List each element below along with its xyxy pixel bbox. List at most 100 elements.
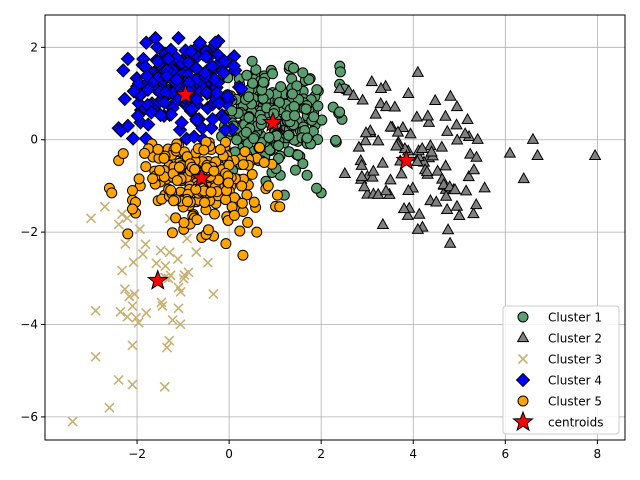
- data-point: [379, 184, 393, 196]
- legend-item: Cluster 3: [517, 353, 602, 367]
- data-point: [267, 68, 279, 80]
- data-point: [181, 233, 193, 244]
- plot-points: [67, 30, 602, 427]
- data-point: [376, 217, 390, 229]
- data-point: [262, 180, 274, 192]
- data-point: [240, 126, 252, 138]
- legend-item: Cluster 1: [517, 311, 602, 325]
- data-point: [117, 91, 132, 107]
- data-point: [237, 249, 249, 261]
- data-point: [127, 340, 138, 351]
- data-point: [301, 132, 313, 144]
- y-tick-label: −6: [20, 410, 38, 424]
- data-point: [208, 165, 220, 177]
- centroid-marker: [261, 111, 284, 132]
- data-point: [234, 225, 246, 237]
- data-point: [153, 107, 168, 123]
- data-point: [175, 319, 186, 330]
- data-point: [289, 110, 301, 122]
- data-point: [421, 109, 435, 121]
- data-point: [140, 82, 156, 97]
- data-point: [115, 306, 126, 317]
- data-point: [173, 282, 184, 293]
- legend-label: Cluster 1: [548, 311, 602, 325]
- data-point: [439, 189, 453, 201]
- data-point: [239, 146, 251, 158]
- data-point: [286, 88, 298, 100]
- data-point: [141, 117, 156, 132]
- data-point: [439, 159, 452, 171]
- y-tick-label: −4: [20, 318, 38, 332]
- data-point: [388, 100, 402, 112]
- data-point: [371, 134, 385, 146]
- legend-box: [502, 305, 620, 435]
- x-tick-label: −2: [128, 447, 146, 461]
- data-point: [334, 66, 346, 78]
- data-point: [127, 300, 138, 312]
- data-point: [150, 54, 165, 69]
- legend-label: Cluster 5: [548, 395, 602, 409]
- data-point: [258, 156, 270, 168]
- data-point: [199, 196, 211, 208]
- data-point: [156, 297, 167, 308]
- data-point: [141, 308, 152, 319]
- data-point: [334, 106, 346, 118]
- data-point: [155, 245, 166, 256]
- data-point: [441, 223, 455, 235]
- data-point: [273, 96, 285, 108]
- data-point: [297, 158, 309, 170]
- data-point: [365, 74, 379, 87]
- data-point: [164, 335, 175, 346]
- data-point: [139, 35, 154, 50]
- data-point: [443, 236, 457, 248]
- data-point: [236, 180, 248, 192]
- data-point: [376, 156, 389, 168]
- data-point: [367, 164, 380, 176]
- data-point: [220, 136, 232, 148]
- data-point: [248, 196, 260, 208]
- data-point: [300, 103, 312, 115]
- data-point: [205, 112, 220, 127]
- data-point: [220, 194, 232, 206]
- data-point: [125, 131, 141, 146]
- data-point: [288, 62, 300, 74]
- data-point: [124, 291, 135, 302]
- data-point: [242, 216, 254, 228]
- data-point: [379, 100, 393, 112]
- data-point: [120, 118, 136, 134]
- series-cluster-4: [111, 30, 249, 147]
- plot-frame: [44, 14, 626, 441]
- data-point: [139, 68, 155, 84]
- legend-marker: [517, 395, 529, 407]
- series-cluster-2: [333, 65, 602, 248]
- data-point: [208, 35, 223, 50]
- data-point: [137, 248, 148, 260]
- data-point: [247, 77, 259, 89]
- data-point: [430, 195, 443, 207]
- data-point: [130, 108, 146, 124]
- data-point: [283, 129, 295, 141]
- data-point: [202, 257, 213, 268]
- data-point: [402, 86, 415, 99]
- data-point: [395, 167, 408, 179]
- data-point: [140, 239, 151, 250]
- data-point: [222, 177, 234, 189]
- data-point: [184, 101, 200, 117]
- data-point: [226, 58, 241, 74]
- legend-marker: [517, 353, 529, 365]
- centroid-marker: [146, 269, 169, 290]
- data-point: [359, 126, 373, 138]
- data-point: [390, 139, 403, 151]
- data-point: [467, 206, 480, 219]
- data-point: [172, 122, 188, 138]
- data-point: [531, 148, 544, 160]
- data-point: [117, 148, 129, 160]
- axis-ticks: −2 0 2 4 6 8 −6 −4 −2 0 2: [20, 40, 601, 461]
- data-point: [134, 224, 145, 235]
- data-point: [204, 120, 219, 136]
- data-point: [241, 189, 253, 201]
- data-point: [369, 107, 382, 119]
- series-centroids: [146, 83, 418, 290]
- data-point: [208, 289, 219, 300]
